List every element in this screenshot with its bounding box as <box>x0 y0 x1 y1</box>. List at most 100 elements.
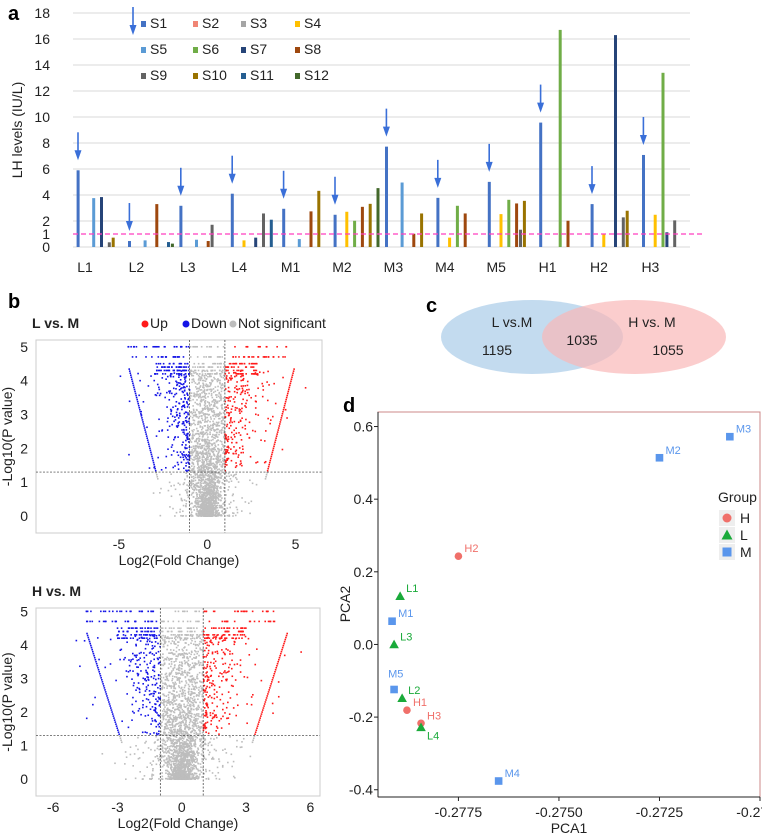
down-point <box>128 659 130 661</box>
ns-point <box>195 506 198 508</box>
ns-point <box>220 487 222 490</box>
ns-point <box>212 414 214 417</box>
ns-point <box>192 398 194 401</box>
ns-point <box>204 458 207 461</box>
up-point <box>242 389 244 392</box>
ns-point <box>185 750 188 753</box>
x-tick-label: L2 <box>129 259 145 275</box>
down-point <box>134 390 136 393</box>
ns-point <box>199 452 202 454</box>
ns-point <box>207 479 210 482</box>
ns-point <box>205 413 207 416</box>
ns-point <box>198 511 200 514</box>
ns-point <box>170 769 173 772</box>
down-point <box>132 658 134 661</box>
down-point <box>181 406 183 408</box>
up-point <box>233 372 235 374</box>
ns-point <box>172 703 174 706</box>
down-point <box>153 345 156 348</box>
ns-point <box>213 362 216 365</box>
ns-point <box>218 450 220 452</box>
ns-point <box>199 730 201 733</box>
ns-point <box>165 700 167 703</box>
ns-point <box>208 480 211 482</box>
ns-point <box>177 641 179 643</box>
down-point <box>186 433 188 435</box>
ns-point <box>221 766 224 768</box>
up-point <box>262 356 265 358</box>
down-point <box>155 634 158 637</box>
ns-point <box>194 640 197 643</box>
down-point <box>137 404 140 407</box>
ns-point <box>199 691 202 693</box>
ns-point <box>249 479 251 482</box>
ns-point <box>160 676 162 679</box>
up-point <box>248 421 251 424</box>
up-point <box>244 424 246 427</box>
ns-point <box>194 474 197 476</box>
ns-point <box>215 506 218 509</box>
ns-point <box>157 478 159 480</box>
ns-point <box>155 735 157 738</box>
down-point <box>144 678 146 681</box>
ns-point <box>196 759 198 761</box>
up-point <box>271 702 274 705</box>
ns-point <box>234 486 237 489</box>
ns-point <box>197 489 200 492</box>
up-point <box>229 663 231 666</box>
ns-point <box>199 506 202 508</box>
ns-point <box>200 504 203 507</box>
ns-point <box>203 465 205 468</box>
ns-point <box>201 491 204 493</box>
ns-point <box>171 675 174 678</box>
up-point <box>266 381 268 383</box>
ns-point <box>202 369 205 372</box>
ns-point <box>212 388 215 390</box>
ns-point <box>221 466 223 468</box>
ns-point <box>168 640 170 643</box>
ns-point <box>216 469 219 471</box>
bar-L4-S11 <box>269 219 273 247</box>
ns-point <box>187 634 190 636</box>
ns-point <box>211 380 214 383</box>
ns-point <box>192 775 195 777</box>
up-point <box>227 446 230 449</box>
ns-point <box>198 470 201 472</box>
ns-point <box>233 776 236 779</box>
up-point <box>238 431 240 434</box>
ns-point <box>212 506 215 509</box>
down-point <box>139 663 141 666</box>
ns-point <box>207 483 209 486</box>
bar-M3-S10 <box>420 213 424 247</box>
ns-point <box>180 753 182 756</box>
down-point <box>174 419 177 421</box>
legend-swatch <box>193 21 198 27</box>
down-point <box>137 402 140 405</box>
ns-point <box>217 457 220 459</box>
up-point <box>207 652 210 655</box>
down-point <box>168 366 170 368</box>
up-point <box>225 679 228 682</box>
ns-point <box>217 378 219 380</box>
down-point <box>140 410 142 413</box>
ns-point <box>201 690 203 692</box>
ns-point <box>189 485 191 487</box>
up-point <box>281 413 284 415</box>
ns-point <box>230 480 233 482</box>
ns-point <box>176 769 179 772</box>
down-point <box>133 682 135 684</box>
ns-point <box>220 396 222 398</box>
down-point <box>129 372 132 374</box>
up-point <box>241 375 243 377</box>
up-point <box>260 679 263 682</box>
down-point <box>136 654 138 657</box>
down-point <box>133 388 136 391</box>
up-point <box>203 684 206 687</box>
up-point <box>246 399 248 402</box>
up-point <box>274 402 277 405</box>
ns-point <box>201 503 204 506</box>
ns-point <box>202 485 205 488</box>
ns-point <box>200 466 203 469</box>
ns-point <box>219 473 222 476</box>
ns-point <box>255 483 258 486</box>
